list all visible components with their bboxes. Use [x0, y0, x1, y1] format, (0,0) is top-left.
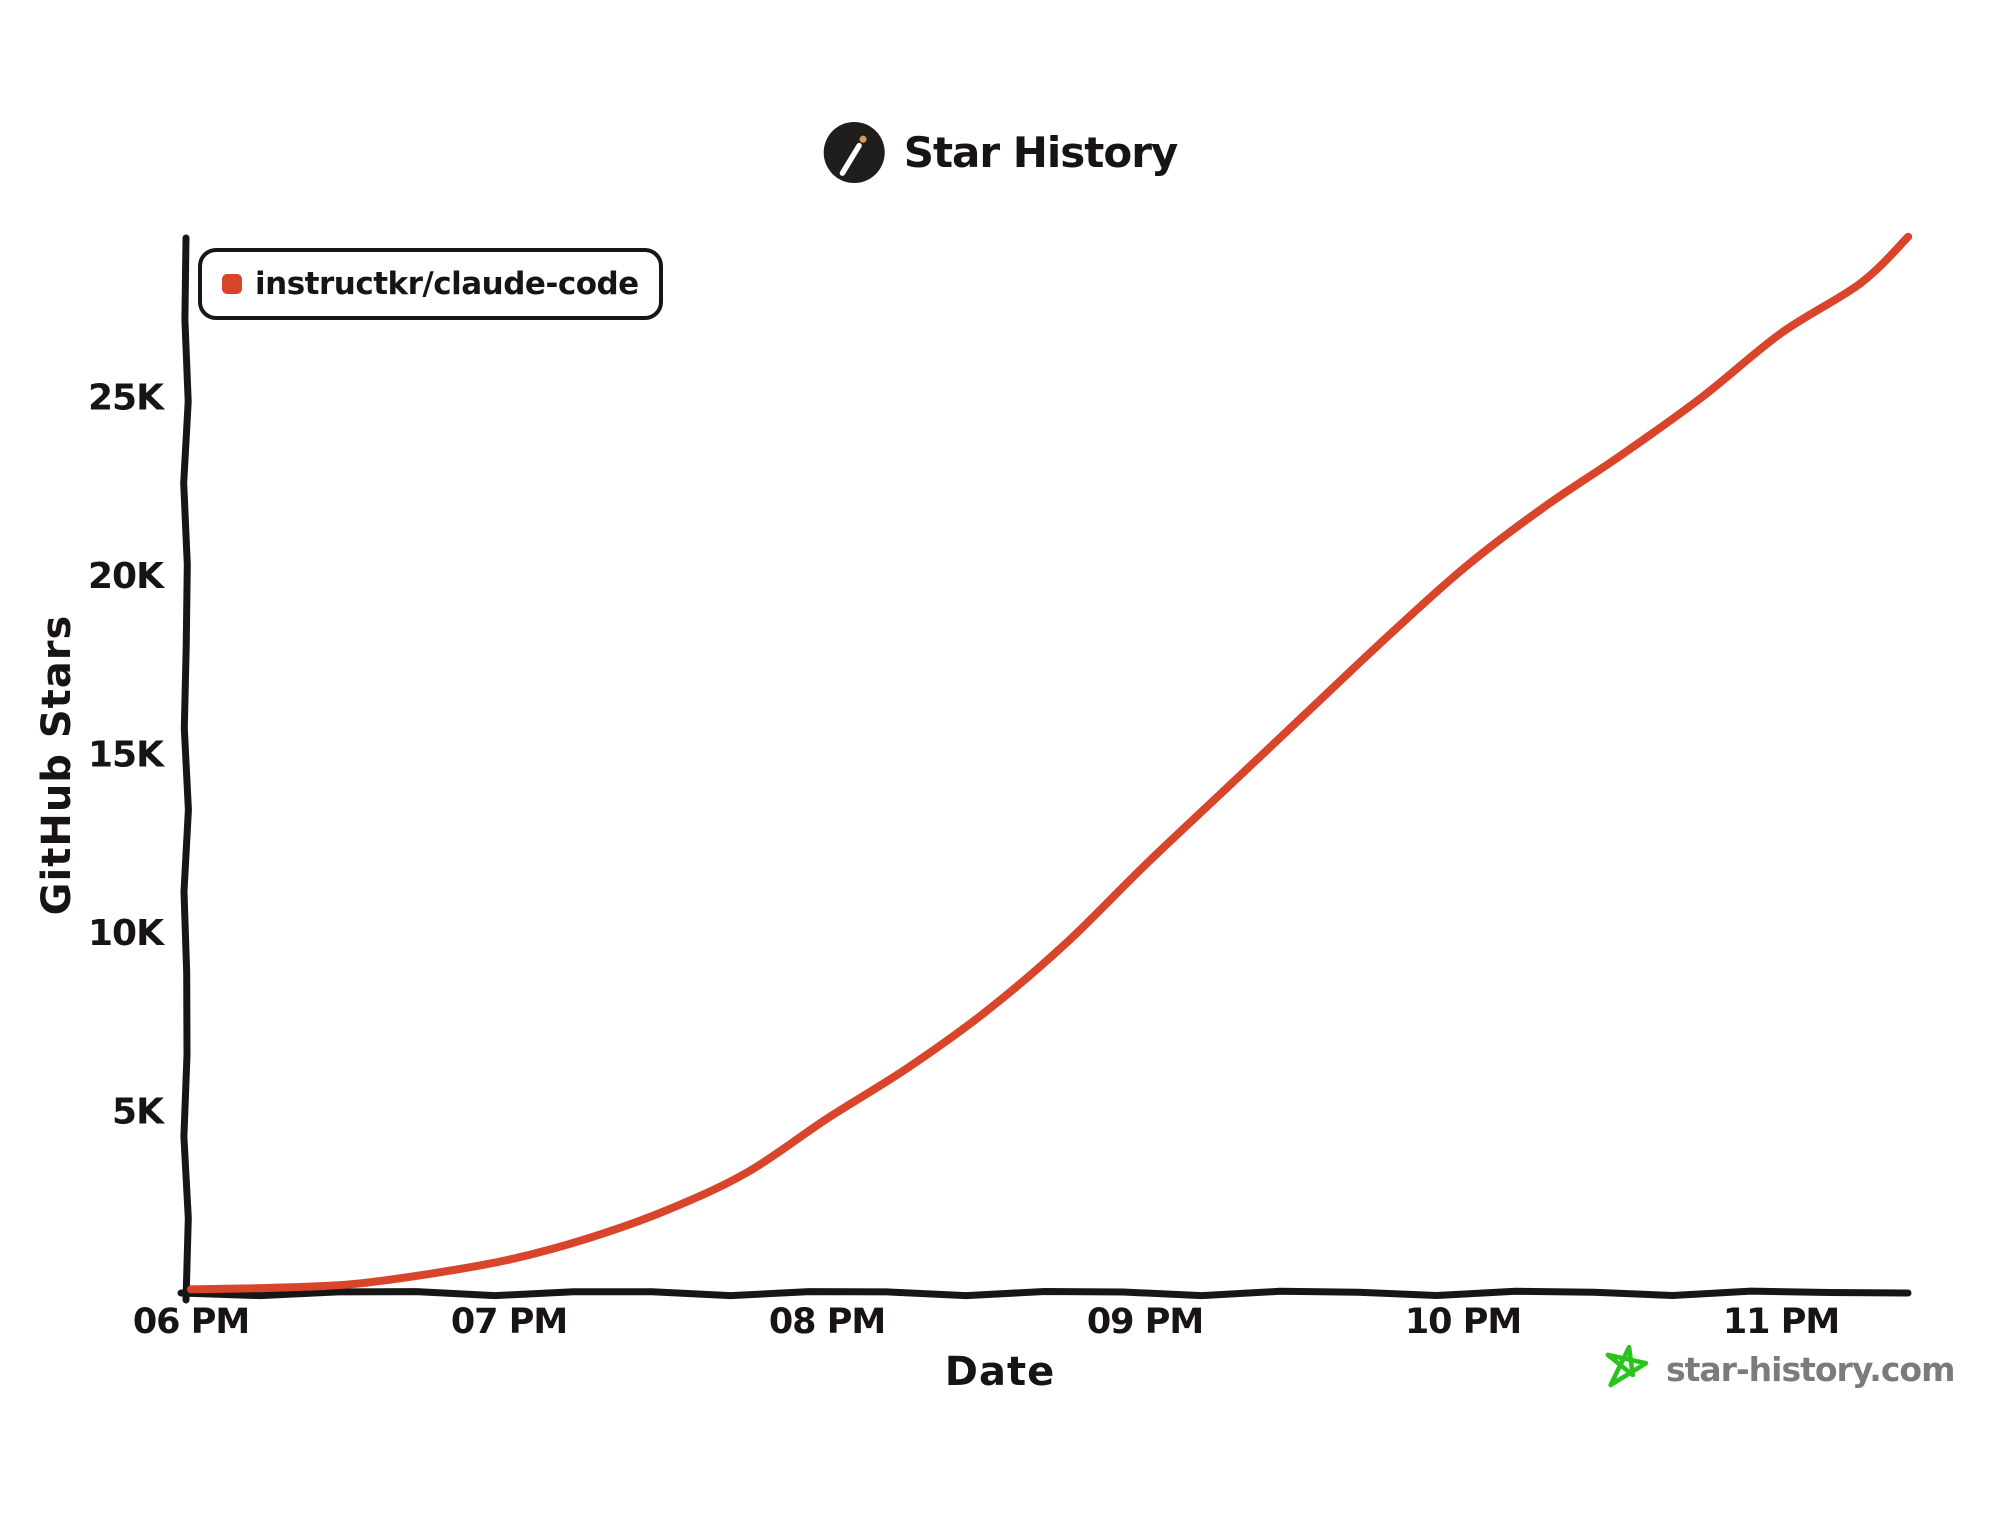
- x-tick-label: 08 PM: [769, 1302, 885, 1342]
- series-line-instructkr/claude-code: [187, 232, 1913, 1294]
- y-tick-label: 10K: [88, 913, 165, 954]
- x-tick-label: 10 PM: [1405, 1302, 1521, 1342]
- x-tick-label: 11 PM: [1723, 1302, 1839, 1342]
- chart-header: Star History: [823, 121, 1178, 184]
- x-axis-line: [177, 1287, 1912, 1300]
- watermark: star-history.com: [1600, 1344, 1955, 1394]
- watermark-text: star-history.com: [1666, 1349, 1955, 1389]
- x-tick-label: 06 PM: [133, 1302, 249, 1342]
- legend: instructkr/claude-code: [198, 248, 663, 320]
- x-tick-label: 07 PM: [451, 1302, 567, 1342]
- y-axis-title: GitHub Stars: [34, 614, 80, 916]
- y-tick-label: 15K: [88, 735, 165, 776]
- x-tick-label: 09 PM: [1087, 1302, 1203, 1342]
- star-icon: [1605, 1344, 1649, 1388]
- y-tick-label: 5K: [112, 1092, 165, 1133]
- legend-label: instructkr/claude-code: [255, 266, 639, 302]
- y-tick-label: 20K: [88, 556, 165, 597]
- y-axis-line: [180, 234, 192, 1304]
- y-tick-label: 25K: [88, 378, 165, 419]
- star-history-logo-icon: [823, 121, 885, 184]
- chart-title: Star History: [903, 128, 1179, 177]
- x-axis-title: Date: [944, 1349, 1056, 1395]
- legend-swatch-icon: [222, 274, 242, 294]
